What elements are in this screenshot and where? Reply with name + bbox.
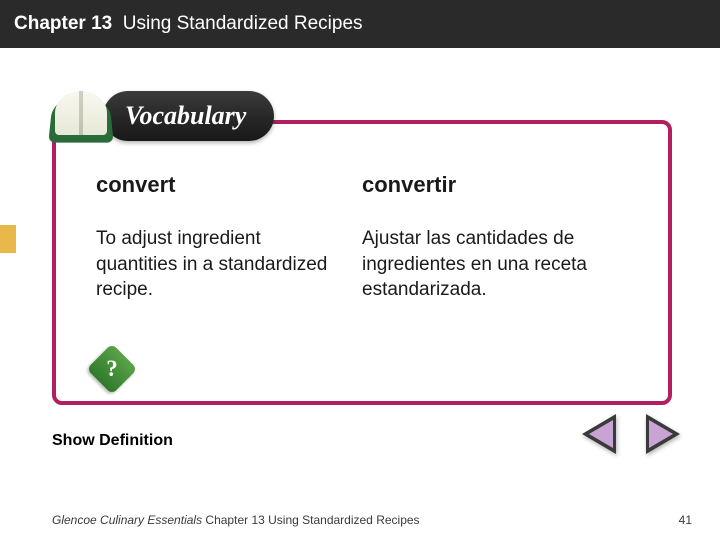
- terms-row: convert To adjust ingredient quantities …: [96, 172, 628, 303]
- term-definition-spanish: Ajustar las cantidades de ingredientes e…: [362, 226, 628, 303]
- vocabulary-badge: Vocabulary: [45, 85, 274, 147]
- content-frame: convert To adjust ingredient quantities …: [52, 120, 672, 405]
- footer-text: Glencoe Culinary Essentials Chapter 13 U…: [52, 513, 420, 527]
- question-icon[interactable]: ?: [94, 351, 130, 387]
- header-bar: Chapter 13 Using Standardized Recipes: [0, 0, 720, 48]
- vocabulary-label: Vocabulary: [103, 91, 274, 141]
- term-word-english: convert: [96, 172, 362, 198]
- term-word-spanish: convertir: [362, 172, 628, 198]
- nav-arrows: [580, 414, 682, 454]
- page-number: 41: [679, 513, 692, 527]
- footer: Glencoe Culinary Essentials Chapter 13 U…: [0, 500, 720, 540]
- footer-book-title: Glencoe Culinary Essentials: [52, 513, 202, 527]
- prev-arrow-button[interactable]: [580, 414, 628, 454]
- footer-chapter-text: Chapter 13 Using Standardized Recipes: [205, 513, 419, 527]
- side-accent-tab: [0, 225, 16, 253]
- show-definition-button[interactable]: Show Definition: [52, 432, 173, 450]
- book-icon: [45, 85, 117, 147]
- term-column-english: convert To adjust ingredient quantities …: [96, 172, 362, 303]
- term-column-spanish: convertir Ajustar las cantidades de ingr…: [362, 172, 628, 303]
- next-arrow-button[interactable]: [634, 414, 682, 454]
- term-definition-english: To adjust ingredient quantities in a sta…: [96, 226, 362, 303]
- header-text: Chapter 13 Using Standardized Recipes: [0, 13, 363, 35]
- chapter-title: Using Standardized Recipes: [123, 13, 363, 34]
- chapter-label: Chapter 13: [14, 13, 112, 34]
- question-mark-glyph: ?: [94, 351, 130, 387]
